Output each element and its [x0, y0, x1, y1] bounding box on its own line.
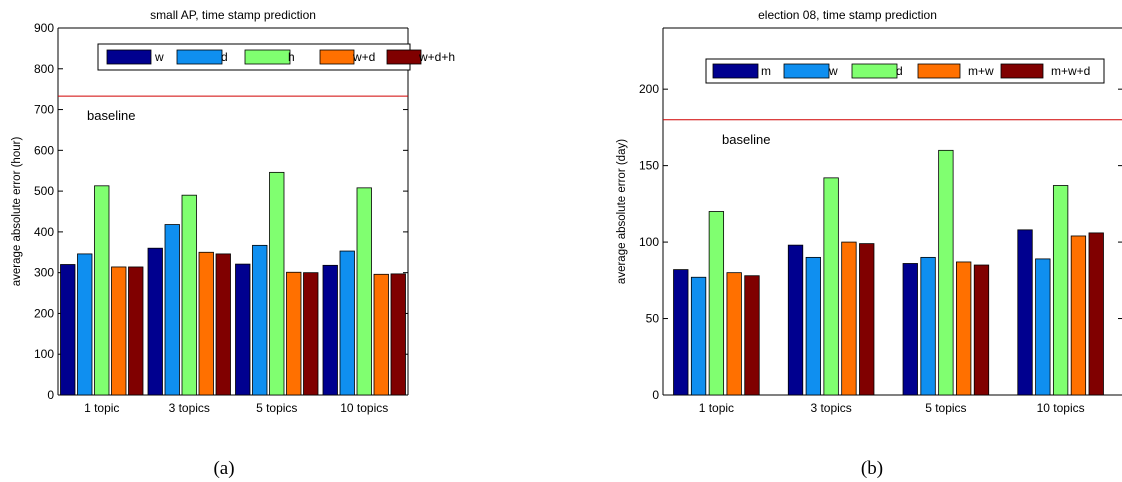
y-tick-label: 200 [34, 306, 54, 320]
bar-wplusdplush-0 [128, 266, 144, 396]
bar-d-0 [708, 211, 725, 396]
x-tick-label: 10 topics [340, 401, 388, 415]
y-tick-label: 500 [34, 184, 54, 198]
y-axis-label: average absolute error (day) [616, 139, 628, 284]
bar-wplusdplush-2 [303, 272, 319, 396]
y-tick-label: 0 [652, 388, 659, 402]
bar-mpluswplusd-1 [859, 243, 875, 396]
x-tick-label: 1 topic [699, 401, 734, 415]
y-tick-label: 300 [34, 266, 54, 280]
bar-w-0 [60, 264, 76, 396]
bar-wplusdplush-3 [390, 273, 406, 396]
legend-label: w+d+h [418, 50, 455, 64]
figure-caption: (b) [861, 458, 883, 479]
legend-swatch [386, 49, 422, 65]
bar-w-2 [920, 256, 936, 396]
bar-m-2 [902, 263, 918, 396]
legend-label: m+w+d [1051, 64, 1090, 78]
x-tick-label: 5 topics [925, 401, 966, 415]
bar-d-1 [823, 177, 839, 396]
y-tick-label: 150 [639, 159, 659, 173]
legend-swatch [244, 49, 291, 65]
bar-h-0 [94, 185, 110, 396]
x-tick-label: 3 topics [169, 401, 210, 415]
legend-label: w [154, 50, 164, 64]
figure-caption: (a) [213, 458, 234, 479]
bar-wplusd-3 [373, 273, 389, 396]
legend-label: w [828, 64, 838, 78]
legend-swatch [917, 63, 961, 79]
bar-wplusd-1 [198, 251, 214, 396]
legend: w d h w+d w+d+h [97, 43, 455, 71]
bar-d-3 [1052, 185, 1069, 396]
bar-h-3 [356, 187, 372, 396]
bar-w-1 [147, 247, 163, 396]
legend-label: d [221, 50, 228, 64]
legend: m w d m+w m+w+d [705, 58, 1105, 84]
bar-mplusw-0 [726, 272, 742, 396]
legend-swatch [783, 63, 830, 79]
legend-label: d [896, 64, 903, 78]
chart-a: small AP, time stamp prediction 0 100 200 30… [11, 8, 455, 479]
bar-mplusw-3 [1070, 235, 1087, 396]
y-tick-label: 700 [34, 103, 54, 117]
bar-m-1 [787, 244, 804, 396]
legend-label: m+w [968, 64, 994, 78]
bar-m-3 [1017, 229, 1033, 396]
y-axis-label: average absolute error (hour) [11, 137, 23, 287]
bar-w-3 [1035, 258, 1051, 396]
bar-mplusw-2 [956, 261, 972, 396]
bar-wplusd-0 [111, 266, 127, 396]
chart-b: election 08, time stamp prediction 0 50 100… [616, 8, 1122, 479]
x-tick-label: 3 topics [810, 401, 851, 415]
bar-wplusd-2 [286, 271, 302, 396]
x-tick-label: 10 topics [1037, 401, 1085, 415]
legend-swatch [1000, 63, 1044, 79]
x-tick-label: 5 topics [256, 401, 297, 415]
y-tick-label: 0 [47, 388, 54, 402]
bar-h-2 [269, 171, 285, 396]
x-tick-label: 1 topic [84, 401, 119, 415]
y-tick-label: 800 [34, 62, 54, 76]
y-tick-label: 900 [34, 21, 54, 35]
bar-d-3 [339, 250, 355, 396]
bar-mpluswplusd-2 [973, 264, 990, 396]
legend-label: m [761, 64, 771, 78]
bar-mplusw-1 [841, 241, 857, 396]
y-tick-label: 100 [34, 347, 54, 361]
chart-title: small AP, time stamp prediction [150, 8, 316, 22]
baseline-label: baseline [87, 108, 135, 123]
baseline-label: baseline [722, 132, 770, 147]
bar-wplusdplush-1 [215, 253, 231, 396]
bar-mpluswplusd-0 [744, 275, 760, 396]
legend-swatch [851, 63, 898, 79]
bar-h-1 [181, 194, 197, 396]
y-tick-label: 100 [639, 235, 659, 249]
legend-swatch [106, 49, 152, 65]
bar-d-0 [77, 253, 93, 396]
chart-title: election 08, time stamp prediction [758, 8, 937, 22]
y-tick-label: 50 [646, 312, 660, 326]
bar-d-2 [252, 244, 268, 396]
bar-mpluswplusd-3 [1088, 232, 1104, 396]
bar-w-0 [690, 276, 707, 396]
bar-m-0 [673, 269, 689, 396]
bar-d-1 [164, 224, 180, 396]
legend-label: h [288, 50, 295, 64]
legend-label: w+d [352, 50, 375, 64]
legend-swatch [176, 49, 223, 65]
bar-d-2 [938, 149, 954, 396]
bar-w-3 [322, 264, 338, 396]
y-tick-label: 600 [34, 143, 54, 157]
y-tick-label: 400 [34, 225, 54, 239]
y-tick-label: 200 [639, 82, 659, 96]
bar-w-2 [235, 263, 251, 396]
bar-w-1 [805, 256, 821, 396]
legend-swatch [319, 49, 355, 65]
legend-swatch [712, 63, 759, 79]
